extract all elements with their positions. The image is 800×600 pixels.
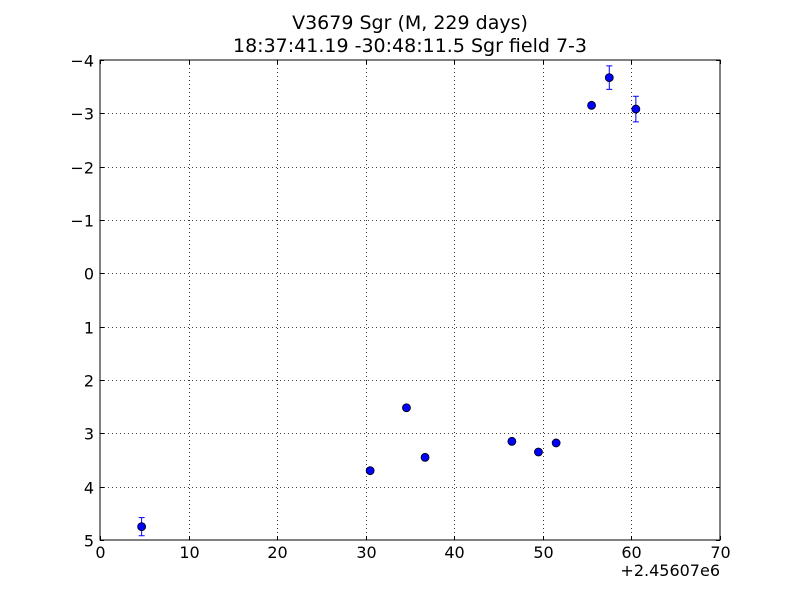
x-tick-label: 0 bbox=[95, 543, 105, 562]
y-tick-label: 4 bbox=[84, 479, 94, 498]
plot-area-frame bbox=[99, 59, 721, 541]
x-axis-offset-label: +2.45607e6 bbox=[620, 561, 720, 580]
y-tick-label: 2 bbox=[84, 372, 94, 391]
x-tick-label: 70 bbox=[710, 543, 730, 562]
x-tick-label: 60 bbox=[621, 543, 641, 562]
x-tick-label: 10 bbox=[179, 543, 199, 562]
y-tick-label: 5 bbox=[84, 532, 94, 551]
y-tick-label: −2 bbox=[70, 159, 94, 178]
data-point bbox=[420, 452, 430, 462]
data-point bbox=[534, 447, 543, 457]
data-point bbox=[551, 438, 561, 448]
data-point bbox=[604, 73, 614, 82]
data-point bbox=[507, 436, 517, 446]
y-tick-label: −1 bbox=[70, 212, 94, 231]
data-point bbox=[365, 466, 375, 476]
y-tick-label: 3 bbox=[84, 425, 94, 444]
chart-title: V3679 Sgr (M, 229 days) bbox=[292, 12, 528, 34]
data-point bbox=[631, 104, 641, 114]
x-tick-label: 30 bbox=[356, 543, 376, 562]
x-tick-label: 20 bbox=[267, 543, 287, 562]
data-point bbox=[402, 403, 411, 413]
data-point bbox=[137, 522, 147, 532]
x-tick-label: 50 bbox=[533, 543, 553, 562]
grid-lines bbox=[100, 60, 720, 540]
chart-subtitle: 18:37:41.19 -30:48:11.5 Sgr field 7-3 bbox=[233, 35, 587, 57]
data-point bbox=[587, 100, 596, 110]
axes: 0 10 20 30 40 50 60 70 −4 −3 −2 −1 0 1 2 3 4 5 bbox=[70, 52, 730, 563]
y-tick-label: −3 bbox=[70, 105, 94, 124]
x-tick-label: 40 bbox=[444, 543, 464, 562]
y-tick-label: 1 bbox=[84, 319, 94, 338]
y-tick-label: −4 bbox=[70, 52, 94, 71]
data-series bbox=[137, 65, 641, 537]
y-tick-label: 0 bbox=[84, 265, 94, 284]
